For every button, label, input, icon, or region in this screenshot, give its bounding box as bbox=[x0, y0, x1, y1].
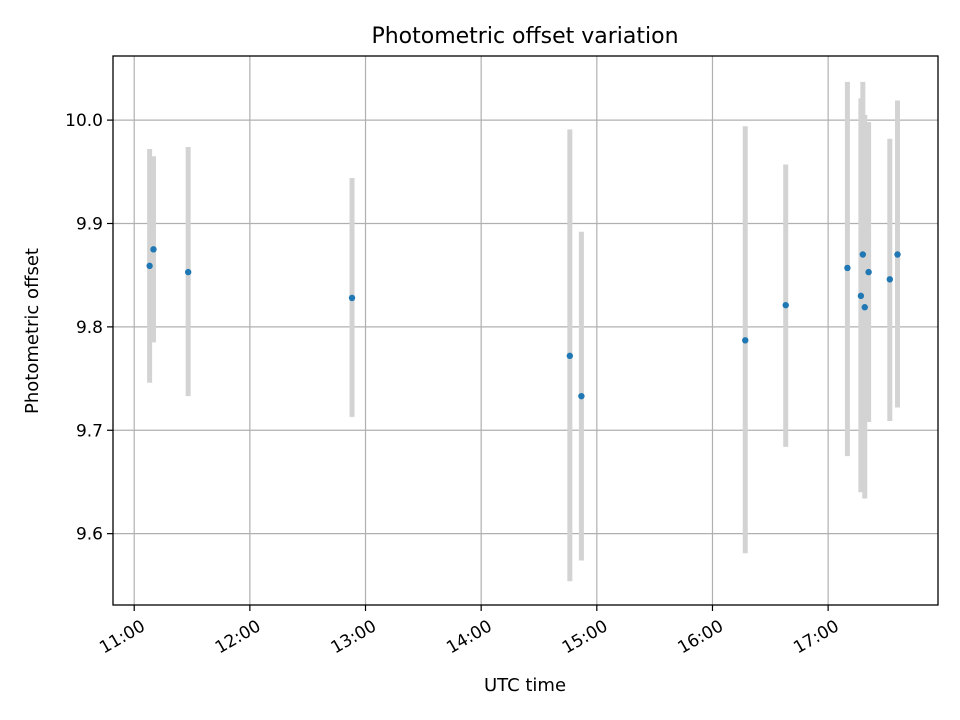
x-tick-label: 16:00 bbox=[675, 616, 727, 658]
x-tick-label: 17:00 bbox=[790, 616, 842, 658]
y-tick-label: 9.8 bbox=[76, 318, 103, 338]
x-axis-ticks: 11:00 12:00 13:00 14:00 15:00 16:00 17:00 bbox=[96, 605, 843, 658]
x-tick-label: 15:00 bbox=[559, 616, 611, 658]
data-point bbox=[184, 268, 192, 276]
data-point bbox=[865, 268, 872, 276]
data-point bbox=[782, 301, 789, 309]
x-tick-label: 13:00 bbox=[328, 616, 380, 658]
data-points bbox=[146, 246, 901, 400]
data-point bbox=[844, 264, 851, 272]
data-point bbox=[742, 337, 749, 344]
plot-frame bbox=[112, 55, 939, 606]
data-point bbox=[861, 304, 868, 311]
y-tick-label: 9.6 bbox=[76, 525, 103, 545]
error-bars bbox=[147, 81, 901, 582]
x-tick-label: 14:00 bbox=[443, 616, 495, 658]
data-point bbox=[859, 251, 867, 258]
y-axis-label: Photometric offset bbox=[22, 248, 43, 414]
y-tick-label: 9.7 bbox=[76, 421, 103, 441]
data-point bbox=[150, 246, 157, 253]
data-point bbox=[894, 251, 901, 258]
x-tick-label: 11:00 bbox=[96, 616, 148, 658]
data-point bbox=[886, 276, 894, 283]
data-point bbox=[857, 292, 865, 300]
x-tick-label: 12:00 bbox=[212, 616, 264, 658]
data-point bbox=[578, 392, 585, 400]
y-tick-label: 9.9 bbox=[76, 214, 103, 234]
x-axis-label: UTC time bbox=[484, 675, 566, 696]
data-point bbox=[348, 294, 356, 302]
y-axis-ticks: 9.6 9.7 9.8 9.9 10.0 bbox=[65, 111, 113, 545]
y-tick-label: 10.0 bbox=[65, 111, 103, 131]
chart-title: Photometric offset variation bbox=[371, 24, 678, 49]
data-point bbox=[146, 262, 153, 270]
grid bbox=[113, 56, 938, 605]
data-point bbox=[566, 352, 574, 360]
